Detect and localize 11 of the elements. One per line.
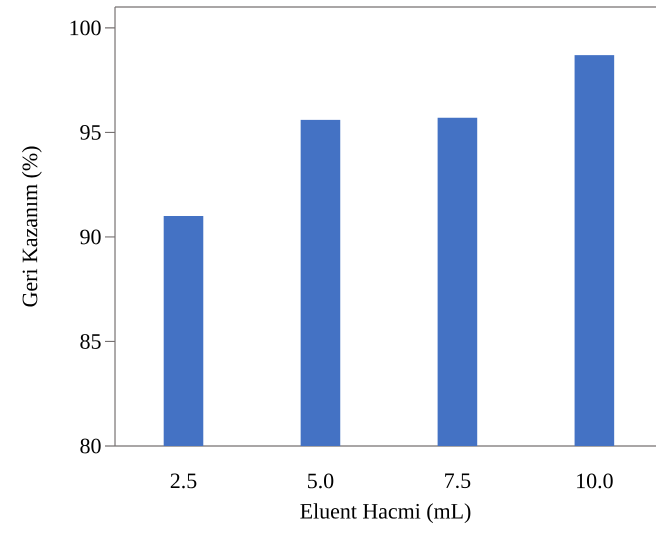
y-tick-label: 90	[80, 230, 101, 244]
x-tick-label: 10.0	[577, 474, 613, 488]
x-tick-label: 2.5	[170, 474, 196, 488]
y-tick-label: 80	[80, 438, 101, 454]
x-axis-title: Eluent Hacmi (mL)	[300, 503, 470, 524]
y-axis-title: Geri Kazanım (%)	[22, 146, 42, 307]
y-tick-label: 100	[70, 20, 101, 36]
x-tick-label: 5.0	[308, 474, 334, 488]
x-tick-label: 7.5	[445, 474, 470, 488]
y-tick-label: 95	[80, 125, 101, 140]
y-tick-label: 85	[80, 334, 101, 349]
